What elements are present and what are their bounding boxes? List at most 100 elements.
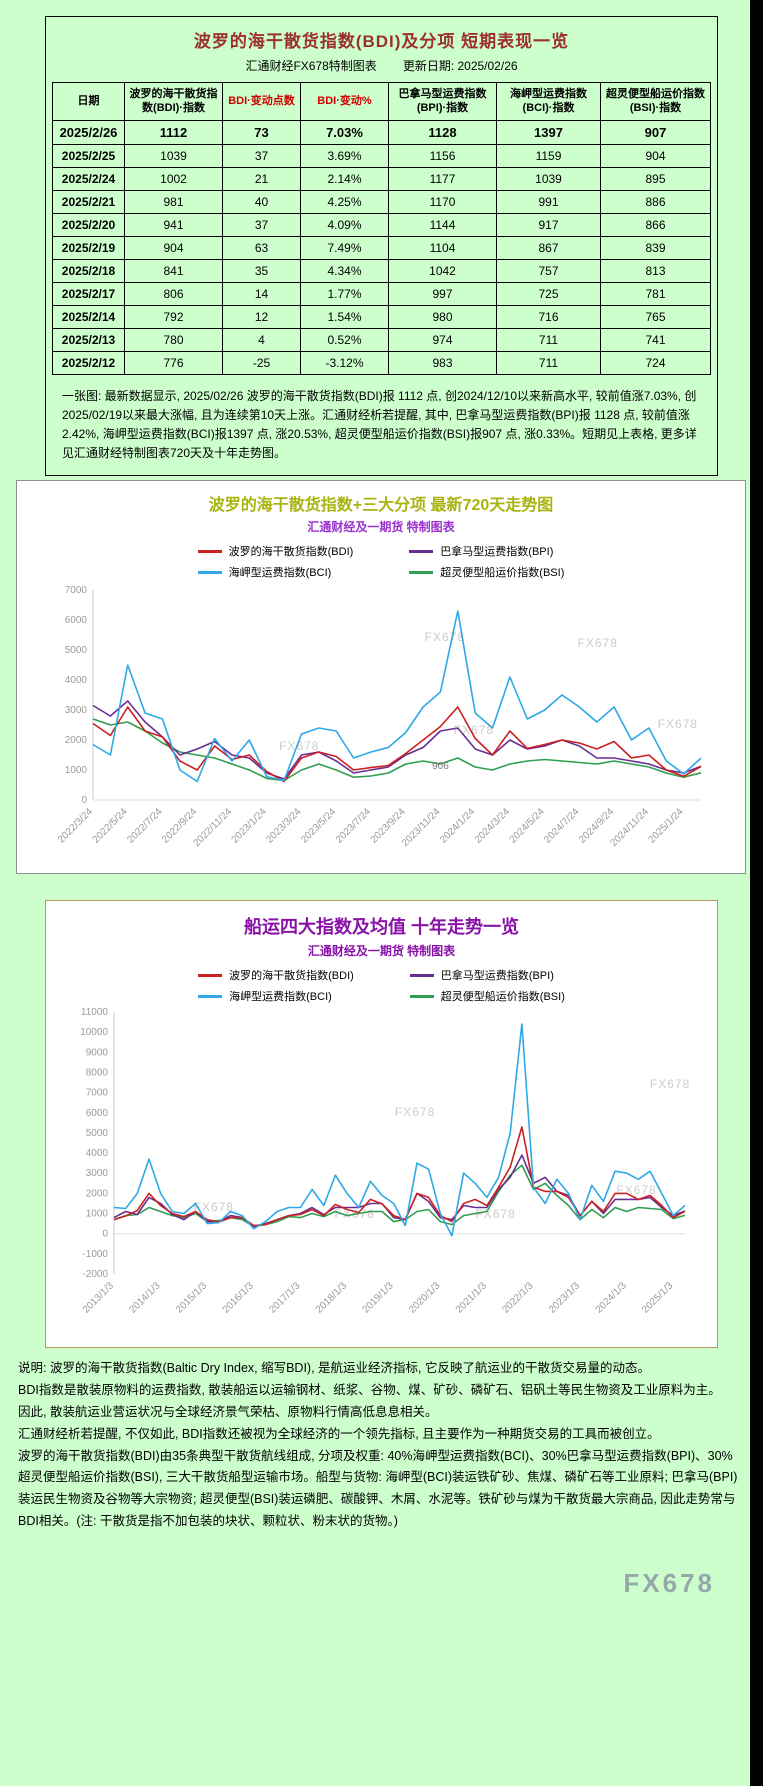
chart-720-panel: 波罗的海干散货指数+三大分项 最新720天走势图 汇通财经及一期货 特制图表 波… [16, 480, 746, 874]
explanation-paragraph: 说明: 波罗的海干散货指数(Baltic Dry Index, 缩写BDI), … [18, 1361, 650, 1375]
table-cell: 781 [600, 281, 711, 306]
legend-line-swatch [409, 549, 434, 553]
table-cell: 980 [388, 304, 497, 329]
table-cell: 1112 [124, 119, 223, 145]
table-cell: -3.12% [300, 350, 389, 375]
table-cell: 7.49% [300, 235, 389, 260]
table-cell: 73 [222, 119, 301, 145]
chart-10y-legend: 波罗的海干散货指数(BDI) 巴拿马型运费指数(BPI) 海岬型运费指数(BCI) 超… [46, 967, 717, 1004]
y-tick-label: 2000 [65, 735, 88, 746]
y-tick-label: 10000 [80, 1027, 108, 1038]
table-cell: 2025/2/19 [52, 235, 125, 260]
table-cell: 14 [222, 281, 301, 306]
table-cell: 776 [124, 350, 223, 375]
chart-720-plot-area: 0 1000 2000 3000 4000 5000 6000 7000 2022/3/24 20… [17, 582, 745, 883]
explanation-paragraph: BDI指数是散装原物料的运费指数, 散装船运以运输钢材、纸浆、谷物、煤、矿砂、磷… [18, 1382, 721, 1397]
series-line [92, 700, 702, 780]
x-tick-label: 2023/7/24 [334, 806, 374, 846]
table-cell: 63 [222, 235, 301, 260]
legend-label: 海岬型运费指数(BCI) [229, 991, 332, 1003]
table-cell: 2025/2/14 [52, 304, 125, 329]
x-tick-label: 2020/1/3 [407, 1280, 443, 1316]
y-tick-label: 0 [81, 795, 87, 806]
table-cell: 1177 [388, 166, 497, 191]
table-cell: 40 [222, 189, 301, 214]
table-cell: 35 [222, 258, 301, 283]
legend-line-swatch [198, 973, 223, 977]
table-cell: 917 [496, 212, 601, 237]
bdi-table-panel: 波罗的海干散货指数(BDI)及分项 短期表现一览 汇通财经FX678特制图表 更新… [45, 16, 718, 477]
table-cell: 757 [496, 258, 601, 283]
x-tick-label: 2014/1/3 [127, 1280, 163, 1316]
x-tick-label: 2016/1/3 [221, 1280, 257, 1316]
table-cell: 37 [222, 143, 301, 168]
table-cell: 941 [124, 212, 223, 237]
table-cell: 2025/2/12 [52, 350, 125, 375]
y-tick-label: 0 [102, 1229, 108, 1240]
table-row: 2025/2/12 776 -25 -3.12% 983 711 724 [52, 350, 711, 375]
table-cell: 2.14% [300, 166, 389, 191]
column-header: BDI·变动点数 [222, 82, 301, 121]
legend-item: 超灵便型船运价指数(BSI) [409, 564, 564, 580]
table-cell: 765 [600, 304, 711, 329]
x-tick-label: 2023/1/3 [547, 1280, 583, 1316]
table-cell: 983 [388, 350, 497, 375]
y-tick-label: 1000 [65, 765, 88, 776]
legend-label: 巴拿马型运费指数(BPI) [440, 546, 554, 558]
legend-item: 巴拿马型运费指数(BPI) [409, 967, 565, 983]
table-cell: 1.77% [300, 281, 389, 306]
table-cell: 2025/2/18 [52, 258, 125, 283]
x-tick-label: 2023/11/24 [400, 806, 443, 849]
legend-label: 波罗的海干散货指数(BDI) [229, 970, 354, 982]
x-tick-label: 2015/1/3 [174, 1280, 210, 1316]
table-cell: 792 [124, 304, 223, 329]
table-cell: 841 [124, 258, 223, 283]
table-cell: 895 [600, 166, 711, 191]
legend-label: 巴拿马型运费指数(BPI) [440, 970, 554, 982]
table-cell: 2025/2/21 [52, 189, 125, 214]
table-cell: 907 [600, 119, 711, 145]
chart-10y-panel: 船运四大指数及均值 十年走势一览 汇通财经及一期货 特制图表 波罗的海干散货指数… [45, 900, 718, 1348]
table-cell: 1.54% [300, 304, 389, 329]
table-row: 2025/2/17 806 14 1.77% 997 725 781 [52, 281, 711, 306]
column-header: 超灵便型船运价指数(BSI)·指数 [600, 82, 711, 121]
y-tick-label: 5000 [65, 645, 88, 656]
table-cell: 904 [600, 143, 711, 168]
table-cell: 1042 [388, 258, 497, 283]
x-tick-label: 2023/5/24 [299, 806, 339, 846]
explanation-paragraph: 因此, 散装航运业营运状况与全球经济景气荣枯、原物料行情高低息息相关。 [18, 1404, 438, 1419]
column-header: BDI·变动% [300, 82, 389, 121]
table-cell: 997 [388, 281, 497, 306]
chart-10y-subtitle: 汇通财经及一期货 特制图表 [307, 944, 456, 958]
fx678-watermark: FX678 [623, 1568, 715, 1598]
x-tick-label: 2013/1/3 [81, 1280, 117, 1316]
table-row: 2025/2/14 792 12 1.54% 980 716 765 [52, 304, 711, 329]
explanation-paragraph: 汇通财经析若提醒, 不仅如此, BDI指数还被视为全球经济的一个领先指标, 且主… [18, 1426, 660, 1441]
y-tick-label: 1000 [86, 1209, 109, 1220]
y-tick-label: 3000 [86, 1168, 109, 1179]
legend-line-swatch [197, 549, 222, 553]
table-cell: 7.03% [300, 119, 389, 145]
legend-line-swatch [409, 994, 434, 998]
table-cell: 806 [124, 281, 223, 306]
table-cell: 2025/2/17 [52, 281, 125, 306]
table-cell: 12 [222, 304, 301, 329]
bdi-table: 日期 波罗的海干散货指数(BDI)·指数 BDI·变动点数 BDI·变动% 巴拿马型运费… [52, 82, 711, 375]
legend-line-swatch [409, 570, 434, 574]
right-edge-strip [750, 0, 763, 1786]
table-cell: 2025/2/26 [52, 119, 125, 145]
x-tick-label: 2018/1/3 [314, 1280, 350, 1316]
table-cell: 4 [222, 327, 301, 352]
legend-item: 巴拿马型运费指数(BPI) [409, 543, 564, 559]
x-tick-label: 2022/3/24 [56, 806, 96, 846]
explanation-paragraph: 波罗的海干散货指数(BDI)由35条典型干散货航线组成, 分项及权重: 40%海… [18, 1448, 738, 1529]
table-cell: 1144 [388, 212, 497, 237]
x-tick-label: 2025/1/24 [647, 806, 687, 846]
series-line [92, 610, 702, 783]
legend-item: 超灵便型船运价指数(BSI) [409, 988, 565, 1004]
y-tick-label: 3000 [65, 705, 88, 716]
table-row: 2025/2/20 941 37 4.09% 1144 917 866 [52, 212, 711, 237]
table-subtitle: 汇通财经FX678特制图表 更新日期: 2025/02/26 [46, 57, 717, 74]
table-cell: 1039 [496, 166, 601, 191]
legend-item: 海岬型运费指数(BCI) [197, 564, 354, 580]
